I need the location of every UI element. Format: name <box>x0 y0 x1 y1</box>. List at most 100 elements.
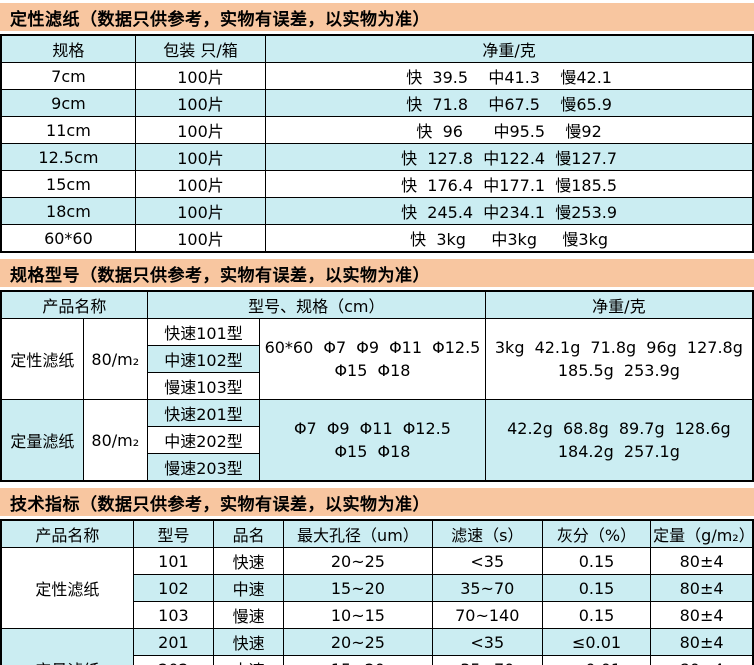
col-header-pack: 包装 只/箱 <box>134 34 267 63</box>
section-title: 技术指标（数据只供参考，实物有误差，以实物为准） <box>10 494 430 515</box>
technical-indicator-table: 产品名称 型号 品名 最大孔径（um） 滤速（s） 灰分（%） 定量（g/m₂）… <box>0 519 754 665</box>
pack-cell: 100片 <box>134 143 267 171</box>
table-header-row: 规格 包装 只/箱 净重/克 <box>0 34 754 63</box>
col-header-product: 产品名称 <box>0 290 148 319</box>
speed-cell: 70~140 <box>431 601 543 629</box>
section-title: 规格型号（数据只供参考，实物有误差，以实物为准） <box>10 265 430 286</box>
table-header-row: 产品名称 型号、规格（cm） 净重/克 <box>0 290 754 319</box>
col-header-ash: 灰分（%） <box>541 519 652 548</box>
ash-cell: 0.15 <box>541 601 652 629</box>
col-header-name: 品名 <box>213 519 285 548</box>
name-cell: 中速 <box>213 655 285 665</box>
model-cell: 慢速203型 <box>146 453 261 482</box>
name-cell: 中速 <box>213 574 285 602</box>
col-header-weight: 净重/克 <box>484 290 754 319</box>
qualitative-paper-table: 规格 包装 只/箱 净重/克 7cm 100片 快 39.5 中41.3 慢42… <box>0 34 754 253</box>
net-weight-line: 185.5g 253.9g <box>557 361 680 380</box>
model-cell: 慢速103型 <box>146 372 261 400</box>
model-cell: 中速202型 <box>146 426 261 454</box>
table-row: 定量滤纸 201 快速 20~25 <35 ≤0.01 80±4 <box>0 628 754 665</box>
model-cell: 101 <box>132 547 215 575</box>
section-banner-qualitative: 定性滤纸（数据只供参考，实物有误差，以实物为准） <box>0 3 754 31</box>
pack-cell: 100片 <box>134 89 267 117</box>
pack-cell: 100片 <box>134 224 267 253</box>
basis-cell: 80±4 <box>650 547 754 575</box>
spec-cell: 11cm <box>0 116 136 144</box>
weight-cell: 快 3kg 中3kg 慢3kg <box>265 224 754 253</box>
pore-cell: 10~15 <box>283 601 433 629</box>
net-weight-line: 42.2g 68.8g 89.7g 128.6g <box>507 418 731 438</box>
pack-cell: 100片 <box>134 197 267 225</box>
col-header-basis: 定量（g/m₂） <box>650 519 754 548</box>
table-row: 18cm 100片 快 245.4 中234.1 慢253.9 <box>0 197 754 225</box>
ash-cell: 0.15 <box>541 574 652 602</box>
spec-cell: 60*60 <box>0 224 136 253</box>
name-cell: 快速 <box>213 628 285 656</box>
net-weight-line: 184.2g 257.1g <box>557 442 680 461</box>
weight-cell: 快 71.8 中67.5 慢65.9 <box>265 89 754 117</box>
table-header-row: 产品名称 型号 品名 最大孔径（um） 滤速（s） 灰分（%） 定量（g/m₂） <box>0 519 754 548</box>
table-row: 12.5cm 100片 快 127.8 中122.4 慢127.7 <box>0 143 754 171</box>
table-row: 103 慢速 10~15 70~140 0.15 80±4 <box>1 601 754 629</box>
table-row: 中速202型 <box>1 426 753 454</box>
weight-cell: 快 245.4 中234.1 慢253.9 <box>265 197 754 225</box>
spec-cell: 15cm <box>0 170 136 198</box>
pore-cell: 20~25 <box>283 547 433 575</box>
pack-cell: 100片 <box>134 170 267 198</box>
table-row: 慢速103型 <box>1 372 753 400</box>
model-spec-table: 产品名称 型号、规格（cm） 净重/克 定性滤纸 80/m₂ 快速101型 60… <box>0 290 754 482</box>
speed-cell: <35 <box>431 547 543 575</box>
speed-cell: 35~70 <box>431 574 543 602</box>
basis-cell: 80±4 <box>650 628 754 656</box>
model-cell: 快速101型 <box>146 318 261 346</box>
col-header-spec: 规格 <box>0 34 136 63</box>
ash-cell: 0.15 <box>541 547 652 575</box>
spec-cell: 7cm <box>0 62 136 90</box>
name-cell: 快速 <box>213 547 285 575</box>
basis-cell: 80/m₂ <box>82 318 148 400</box>
product-cell: 定性滤纸 <box>0 318 84 400</box>
ash-cell: ≤0.01 <box>541 628 652 656</box>
size-spec-line: Φ7 Φ9 Φ11 Φ12.5 <box>293 418 451 438</box>
ash-cell: ≤0.01 <box>541 655 652 665</box>
size-spec-cell: Φ7 Φ9 Φ11 Φ12.5 Φ15 Φ18 <box>259 399 486 482</box>
pore-cell: 15~20 <box>283 655 433 665</box>
weight-cell: 快 176.4 中177.1 慢185.5 <box>265 170 754 198</box>
net-weight-cell: 42.2g 68.8g 89.7g 128.6g 184.2g 257.1g <box>484 399 754 482</box>
weight-cell: 快 96 中95.5 慢92 <box>265 116 754 144</box>
col-header-product: 产品名称 <box>0 519 134 548</box>
section-title: 定性滤纸（数据只供参考，实物有误差，以实物为准） <box>10 9 430 30</box>
model-cell: 102 <box>132 574 215 602</box>
table-row: 60*60 100片 快 3kg 中3kg 慢3kg <box>0 224 754 253</box>
product-cell: 定性滤纸 <box>0 547 134 629</box>
col-header-pore: 最大孔径（um） <box>283 519 433 548</box>
basis-cell: 80±4 <box>650 601 754 629</box>
pack-cell: 100片 <box>134 116 267 144</box>
col-header-model: 型号 <box>132 519 215 548</box>
table-row: 11cm 100片 快 96 中95.5 慢92 <box>0 116 754 144</box>
spec-cell: 12.5cm <box>0 143 136 171</box>
section-banner-technical: 技术指标（数据只供参考，实物有误差，以实物为准） <box>0 488 754 516</box>
net-weight-cell: 3kg 42.1g 71.8g 96g 127.8g 185.5g 253.9g <box>484 318 754 400</box>
name-cell: 慢速 <box>213 601 285 629</box>
model-cell: 202 <box>132 655 215 665</box>
weight-cell: 快 127.8 中122.4 慢127.7 <box>265 143 754 171</box>
size-spec-line: Φ15 Φ18 <box>334 442 411 461</box>
col-header-speed: 滤速（s） <box>431 519 543 548</box>
product-cell: 定量滤纸 <box>0 399 84 482</box>
table-row: 9cm 100片 快 71.8 中67.5 慢65.9 <box>0 89 754 117</box>
model-cell: 中速102型 <box>146 345 261 373</box>
pore-cell: 15~20 <box>283 574 433 602</box>
size-spec-line: Φ15 Φ18 <box>334 361 411 380</box>
table-row: 7cm 100片 快 39.5 中41.3 慢42.1 <box>0 62 754 90</box>
table-row: 202 中速 15~20 35~70 ≤0.01 80±4 <box>1 655 754 665</box>
table-row: 定性滤纸 101 快速 20~25 <35 0.15 80±4 <box>0 547 754 629</box>
col-header-weight: 净重/克 <box>265 34 754 63</box>
table-row: 定量滤纸 80/m₂ 快速201型 Φ7 Φ9 Φ11 Φ12.5 Φ15 Φ1… <box>0 399 754 482</box>
net-weight-line: 3kg 42.1g 71.8g 96g 127.8g <box>494 337 743 357</box>
section-banner-models: 规格型号（数据只供参考，实物有误差，以实物为准） <box>0 259 754 287</box>
basis-cell: 80±4 <box>650 655 754 665</box>
speed-cell: 35~70 <box>431 655 543 665</box>
model-cell: 201 <box>132 628 215 656</box>
size-spec-line: 60*60 Φ7 Φ9 Φ11 Φ12.5 <box>264 337 481 357</box>
